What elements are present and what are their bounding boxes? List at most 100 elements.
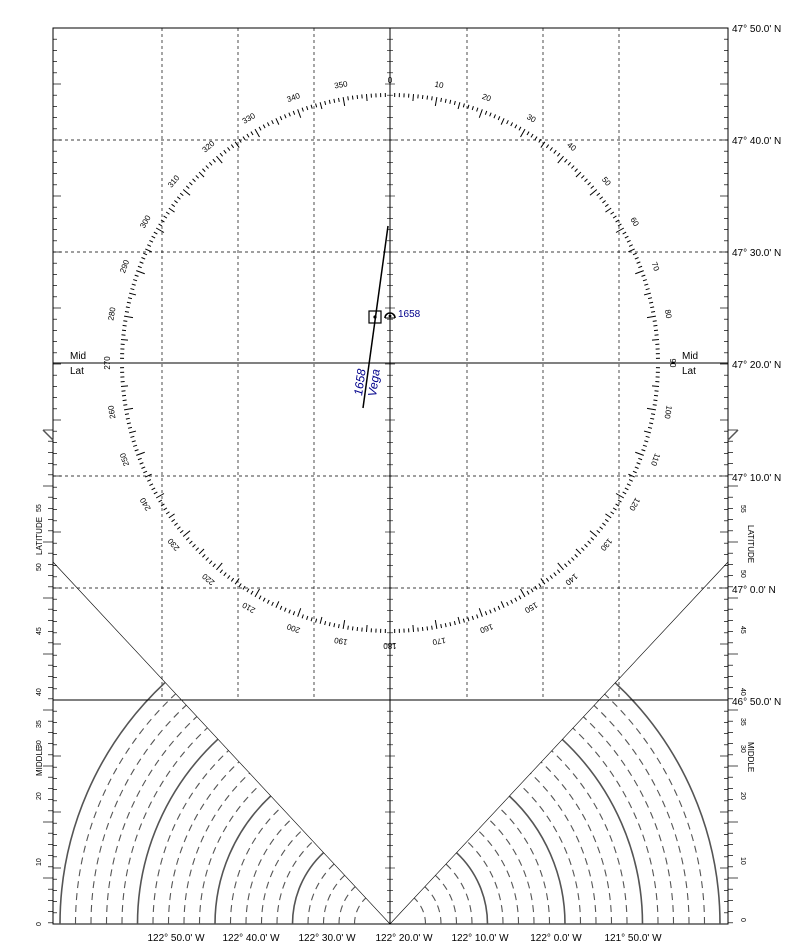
rose-tick [514,597,518,602]
rose-tick [147,479,152,482]
rose-tick [584,544,588,548]
rose-tick [129,430,137,434]
rose-tick [174,522,178,526]
rose-tick [163,507,168,511]
rose-tick [651,385,660,388]
rose-tick [216,155,223,164]
rose-tick [635,270,644,275]
rose-tick [587,181,591,186]
scale-corner-left [42,429,54,441]
rose-tick [137,457,142,461]
rose-tick [125,306,130,309]
scale-arc [229,806,282,925]
rose-tick [476,107,479,112]
rose-tick [538,583,542,588]
scale-arc [214,795,272,925]
scale-right-35: 35 [739,718,746,726]
rose-tick [266,599,270,604]
rose-tick [122,324,127,327]
rose-tick [342,619,346,629]
scale-arc [260,829,303,925]
rose-tick [151,235,156,239]
rose-tick [500,118,505,125]
rose-tick [644,283,649,286]
diagonal-scale-right [389,561,729,925]
scale-arc [582,716,675,925]
rose-tick [124,407,134,411]
rose-tick [493,114,496,119]
rose-tick [604,518,609,523]
rose-tick [234,578,240,585]
rose-tick [426,95,429,100]
rose-tick [645,435,650,438]
lon-label-121-50: 121° 50.0' W [604,933,662,944]
rose-tick [143,470,148,474]
rose-label: 150 [523,600,540,615]
rose-tick [545,144,550,149]
rose-tick [151,487,156,491]
lat-label-47-40: 47° 40.0' N [732,136,781,147]
rose-tick [315,103,318,108]
scale-corner-right [727,429,739,441]
rose-tick [534,585,538,590]
scale-arc [338,886,356,925]
scale-arc [498,806,551,925]
rose-tick [324,100,327,106]
rose-tick [538,138,542,143]
rose-tick [126,301,131,304]
lon-label-122-00: 122° 0.0' W [530,933,582,944]
rose-tick [553,149,557,154]
rose-tick [158,223,163,227]
rose-tick [599,196,604,200]
rose-tick [189,540,193,545]
rose-label: 200 [285,622,301,635]
latitude-text-right: LATITUDE [746,525,755,563]
rose-label: 60 [628,216,641,229]
rose-tick [526,590,530,595]
rose-tick [126,422,131,425]
latitude-scale-ticks [42,429,739,924]
rose-label: 230 [166,536,182,552]
rose-tick [596,530,601,534]
rose-label: 350 [334,79,349,90]
scale-arc [245,818,293,925]
scale-arc [561,738,644,925]
rose-tick [549,575,553,579]
rose-tick [246,133,250,138]
rose-tick [123,320,128,322]
rose-tick [489,112,492,117]
rose-tick [506,601,509,606]
rose-tick [319,102,323,110]
scale-left-50: 50 [36,563,43,571]
latitude-text-left: LATITUDE [35,517,44,555]
rose-tick [254,588,260,598]
rose-tick [628,244,633,247]
fix-symbol [384,312,396,319]
scale-left-40: 40 [36,688,43,696]
rose-tick [182,530,191,537]
scale-arc [167,761,240,925]
rose-tick [520,128,526,138]
rose-label: 260 [106,404,117,419]
rose-tick [288,112,291,117]
rose-tick [553,572,557,577]
rose-tick [646,315,656,319]
rose-tick [604,203,609,208]
rose-tick [153,231,158,235]
rose-tick [306,615,309,620]
rose-tick [250,131,254,136]
rose-tick [219,569,223,574]
scale-arc [593,704,690,925]
rose-tick [279,116,283,121]
rose-tick [145,248,152,253]
dead-reckoning-dot [373,315,377,319]
rose-tick [571,165,575,169]
scale-arc [530,772,597,925]
rose-tick [337,624,340,629]
rose-tick [279,605,283,610]
rose-tick [216,562,223,571]
rose-label: 70 [650,261,662,273]
rose-tick [622,231,627,235]
rose-tick [647,297,653,300]
rose-tick [292,110,296,115]
